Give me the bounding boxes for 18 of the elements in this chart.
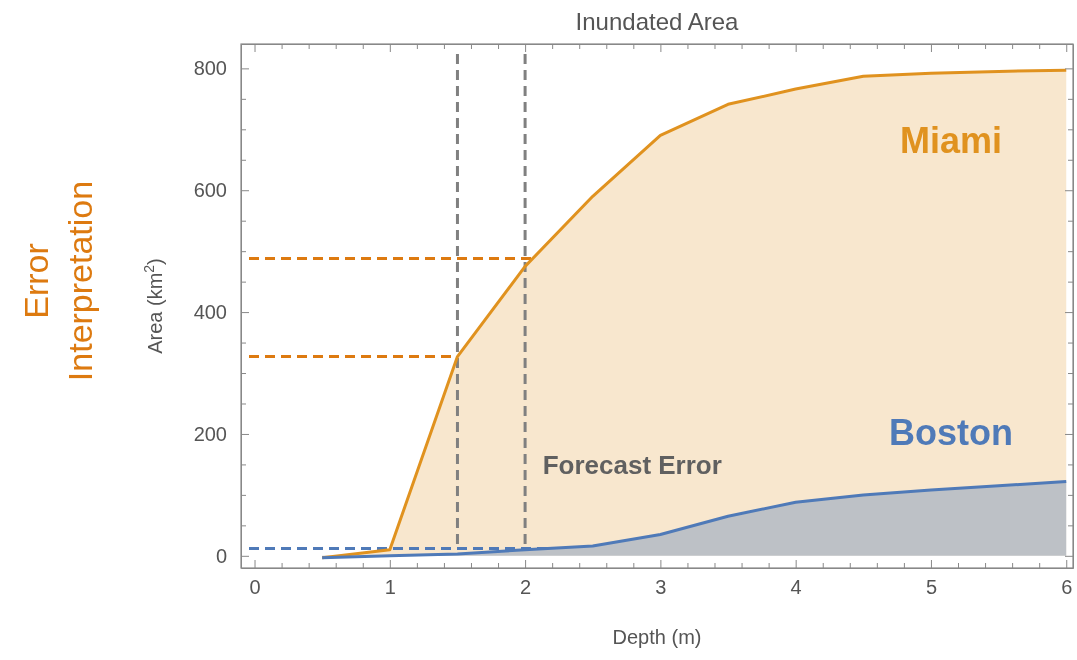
series-label: Boston xyxy=(888,412,1013,454)
x-tick-label: 2 xyxy=(520,576,532,599)
series-label: Miami xyxy=(899,120,1002,162)
text: Error Interpretation xyxy=(17,180,100,382)
y-tick-label: 200 xyxy=(193,422,227,445)
chart-title: Inundated Area xyxy=(575,8,740,35)
y-tick-label: 400 xyxy=(193,300,227,323)
x-tick-label: 3 xyxy=(655,576,667,599)
x-tick-label: 0 xyxy=(249,576,261,599)
y-tick-label: 0 xyxy=(215,544,227,567)
y-tick-label: 600 xyxy=(193,179,227,202)
x-tick-label: 1 xyxy=(384,576,396,599)
x-axis-title: Depth (m) xyxy=(612,626,702,648)
y-tick-label: 800 xyxy=(193,57,227,80)
x-tick-label: 6 xyxy=(1061,576,1073,599)
annotation: Forecast Error xyxy=(542,449,722,480)
x-tick-label: 4 xyxy=(790,576,802,599)
x-tick-label: 5 xyxy=(925,576,938,599)
